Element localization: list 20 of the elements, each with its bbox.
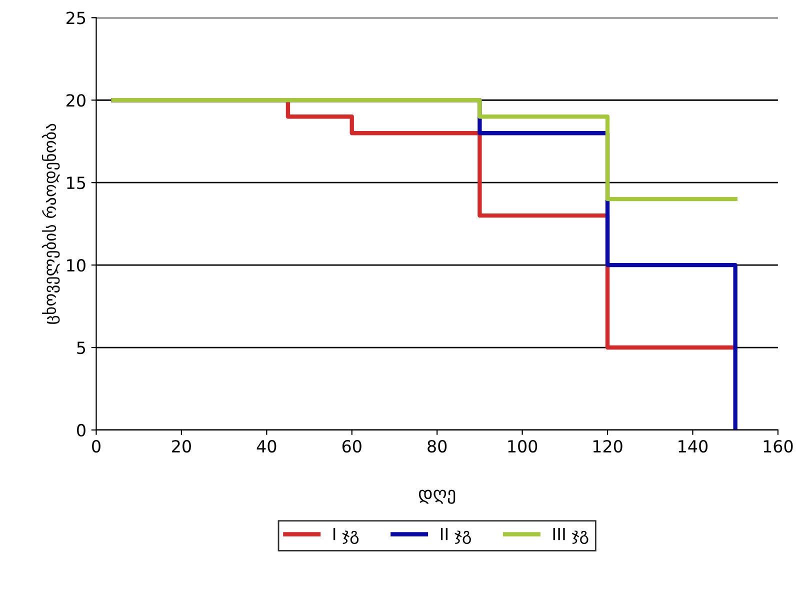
- x-tick-label: 60: [342, 440, 362, 453]
- x-tick-label: 100: [508, 440, 538, 453]
- y-tick-label: 25: [66, 12, 86, 24]
- x-tick-label: 80: [428, 440, 447, 453]
- x-tick-label: 120: [593, 440, 622, 453]
- y-tick-label: 15: [67, 176, 86, 190]
- x-tick-label: 160: [764, 440, 793, 453]
- x-axis-title: დღე: [418, 490, 456, 504]
- x-tick-label: 0: [92, 440, 100, 453]
- legend-label: III ჯგ: [553, 528, 588, 544]
- legend-label: II ჯგ: [440, 528, 471, 544]
- y-tick-label: 10: [67, 259, 86, 272]
- y-tick-label: 20: [66, 94, 86, 107]
- y-axis-title: ცხოველების რაოდენობა: [42, 124, 60, 324]
- x-tick-label: 40: [256, 440, 276, 453]
- legend-label: I ჯგ: [333, 528, 359, 544]
- y-tick-label: 0: [77, 424, 86, 437]
- y-tick-label: 5: [77, 342, 86, 354]
- x-tick-label: 140: [678, 440, 708, 453]
- x-tick-label: 20: [172, 440, 191, 453]
